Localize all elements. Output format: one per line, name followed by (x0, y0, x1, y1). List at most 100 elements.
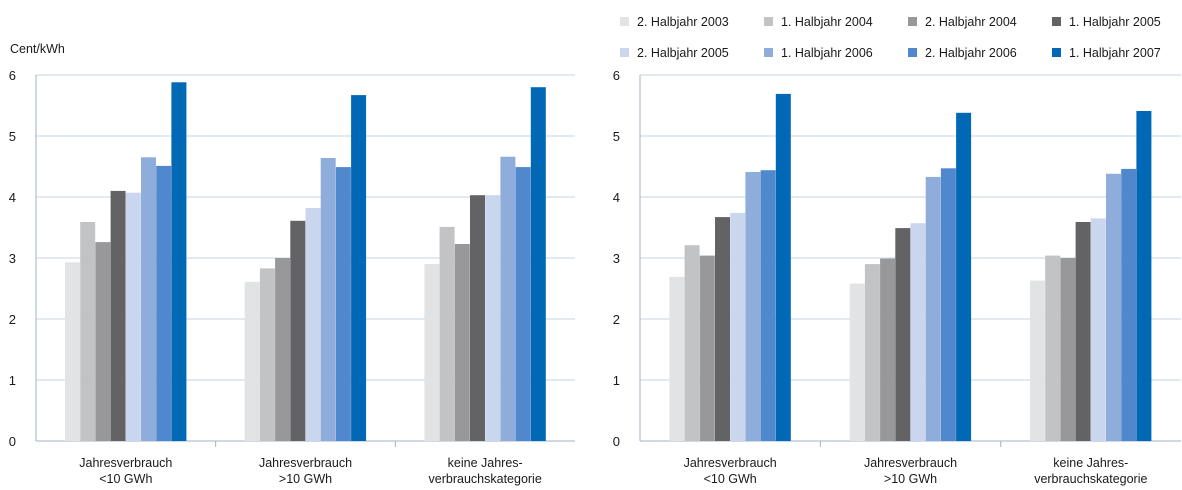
bar (141, 157, 156, 442)
legend-label: 1. Halbjahr 2004 (781, 14, 873, 29)
x-category-label: keine Jahres- (448, 456, 523, 470)
bar (684, 245, 700, 441)
legend-swatch (764, 17, 773, 26)
bar (864, 264, 880, 441)
bar (1121, 168, 1137, 441)
bar (290, 220, 306, 441)
y-tick-label: 2 (9, 312, 16, 327)
legend-item: 1. Halbjahr 2005 (1052, 15, 1180, 29)
legend-swatch (1052, 48, 1061, 57)
legend-item: 2. Halbjahr 2004 (908, 15, 1052, 29)
y-axis-unit-label: Cent/kWh (10, 42, 65, 56)
legend: 2. Halbjahr 2003 1. Halbjahr 2004 2. Halbj… (620, 6, 1180, 68)
bar (1060, 258, 1076, 441)
legend-label: 1. Halbjahr 2007 (1069, 45, 1161, 60)
bar (849, 283, 865, 441)
bar (275, 258, 291, 441)
bar (730, 212, 746, 441)
legend-item: 1. Halbjahr 2007 (1052, 46, 1180, 60)
bar (244, 281, 260, 441)
chart-panel-1: 0 1 2 3 4 5 6 Jahresverbrauch <10 GWh Jahresverbr… (9, 68, 575, 486)
legend-item: 2. Halbjahr 2006 (908, 46, 1052, 60)
x-category-label: Jahresverbrauch (684, 456, 777, 470)
bar (335, 167, 351, 441)
bar (940, 168, 956, 442)
legend-swatch (764, 48, 773, 57)
x-category-label: Jahresverbrauch (79, 456, 172, 470)
y-tick-label: 0 (613, 434, 620, 449)
bar (1106, 173, 1121, 442)
x-category-label: >10 GWh (279, 472, 332, 486)
y-tick-label: 4 (9, 190, 16, 205)
bar (925, 176, 941, 441)
bar (320, 158, 336, 441)
x-category-label: <10 GWh (99, 472, 152, 486)
legend-label: 1. Halbjahr 2006 (781, 45, 873, 60)
legend-row: 2. Halbjahr 2005 1. Halbjahr 2006 2. Halbj… (620, 37, 1180, 68)
bar (715, 217, 730, 441)
legend-swatch (620, 48, 629, 57)
x-category-label: verbrauchskategorie (1034, 472, 1147, 486)
bar (910, 223, 926, 441)
bar (485, 195, 501, 441)
bar (305, 208, 321, 441)
y-tick-label: 5 (9, 129, 16, 144)
legend-swatch (1052, 17, 1061, 26)
x-category-label: Jahresverbrauch (864, 456, 957, 470)
bar (880, 258, 896, 441)
y-tick-label: 3 (613, 251, 620, 266)
bar (439, 226, 455, 441)
bar (95, 242, 111, 441)
bar (895, 228, 911, 441)
y-tick-label: 3 (9, 251, 16, 266)
y-tick-label: 0 (9, 434, 16, 449)
bar (1030, 280, 1045, 441)
bar (454, 244, 470, 441)
bar (125, 192, 141, 441)
legend-item: 1. Halbjahr 2006 (764, 46, 908, 60)
bar (470, 195, 485, 441)
x-category-label: keine Jahres- (1053, 456, 1128, 470)
bar (351, 95, 367, 441)
bar (775, 93, 791, 442)
bar (669, 276, 685, 441)
y-tick-label: 1 (9, 373, 16, 388)
x-category-label: verbrauchskategorie (429, 472, 542, 486)
legend-swatch (620, 17, 629, 26)
y-tick-label: 2 (613, 312, 620, 327)
legend-item: 2. Halbjahr 2005 (620, 46, 764, 60)
legend-label: 1. Halbjahr 2005 (1069, 14, 1161, 29)
bar (259, 268, 275, 441)
legend-label: 2. Halbjahr 2005 (637, 45, 729, 60)
legend-row: 2. Halbjahr 2003 1. Halbjahr 2004 2. Halbj… (620, 6, 1180, 37)
bar (424, 264, 440, 441)
x-category-label: Jahresverbrauch (259, 456, 352, 470)
x-category-label: <10 GWh (704, 472, 757, 486)
legend-swatch (908, 48, 917, 57)
y-tick-label: 4 (613, 190, 620, 205)
bar (1090, 218, 1106, 441)
legend-label: 2. Halbjahr 2004 (925, 14, 1017, 29)
legend-item: 2. Halbjahr 2003 (620, 15, 764, 29)
y-tick-label: 5 (613, 129, 620, 144)
legend-swatch (908, 17, 917, 26)
y-tick-label: 1 (613, 373, 620, 388)
bar (745, 172, 761, 441)
bar (171, 82, 187, 442)
bar (530, 87, 546, 441)
bar (80, 222, 96, 441)
bar (110, 190, 126, 441)
chart-panel-2: 0 1 2 3 4 5 6 Jahresverbrauch <10 GWh Jahresverbr… (613, 68, 1181, 486)
bar (956, 112, 972, 442)
bar (500, 156, 516, 441)
x-category-label: >10 GWh (884, 472, 937, 486)
y-tick-label: 6 (9, 68, 16, 83)
y-tick-label: 6 (613, 68, 620, 83)
legend-label: 2. Halbjahr 2003 (637, 14, 729, 29)
bar (1045, 255, 1061, 441)
bar (1136, 111, 1152, 441)
bar (65, 262, 80, 441)
legend-item: 1. Halbjahr 2004 (764, 15, 908, 29)
